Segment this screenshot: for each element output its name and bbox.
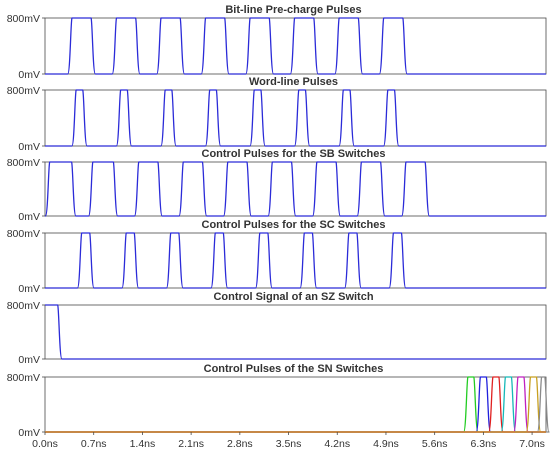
x-tick-label-7: 4.2ns	[324, 438, 350, 450]
x-tick-label-3: 1.4ns	[130, 438, 156, 450]
panel-title-3: Control Pulses for the SB Switches	[202, 148, 386, 160]
series-line-6-2	[45, 376, 546, 433]
panel-frame-5	[44, 304, 547, 360]
y-tick-label-2-1: 800mV	[7, 85, 40, 97]
y-tick-label-4-2: 0mV	[18, 283, 40, 295]
x-tick-label-6: 3.5ns	[276, 438, 302, 450]
series-line-6-3	[45, 376, 546, 433]
series-line-6-1	[45, 376, 546, 433]
y-tick-label-3-1: 800mV	[7, 157, 40, 169]
series-line-1-1	[45, 17, 546, 75]
series-line-2-1	[45, 89, 546, 147]
series-line-4-1	[45, 232, 546, 289]
panel-title-2: Word-line Pulses	[249, 76, 338, 88]
x-tick-label-2: 0.7ns	[81, 438, 107, 450]
panel-frame-2	[44, 89, 547, 147]
y-tick-label-5-1: 800mV	[7, 300, 40, 312]
panel-frame-6	[44, 376, 547, 433]
x-tick-label-9: 5.6ns	[422, 438, 448, 450]
y-tick-label-3-2: 0mV	[18, 211, 40, 223]
y-tick-label-1-1: 800mV	[7, 13, 40, 25]
y-tick-label-5-2: 0mV	[18, 354, 40, 366]
y-tick-label-2-2: 0mV	[18, 141, 40, 153]
panel-title-5: Control Signal of an SZ Switch	[213, 291, 373, 303]
panel-frame-1	[44, 17, 547, 75]
series-line-6-6	[45, 376, 546, 433]
series-line-6-4	[45, 376, 546, 433]
panel-frame-4	[44, 232, 547, 289]
x-tick-label-8: 4.9ns	[373, 438, 399, 450]
x-tick-label-4: 2.1ns	[178, 438, 204, 450]
y-tick-label-6-1: 800mV	[7, 372, 40, 384]
panel-title-4: Control Pulses for the SC Switches	[202, 219, 386, 231]
x-tick-label-11: 7.0ns	[519, 438, 545, 450]
y-tick-label-1-2: 0mV	[18, 69, 40, 81]
x-tick-label-5: 2.8ns	[227, 438, 253, 450]
y-tick-label-6-2: 0mV	[18, 427, 40, 439]
series-line-5-1	[45, 304, 546, 360]
x-tick-label-10: 6.3ns	[471, 438, 497, 450]
x-tick-label-1: 0.0ns	[32, 438, 58, 450]
panel-title-6: Control Pulses of the SN Switches	[204, 363, 384, 375]
series-line-6-5	[45, 376, 546, 433]
y-tick-label-4-1: 800mV	[7, 228, 40, 240]
series-line-6-7	[45, 376, 550, 433]
panel-title-1: Bit-line Pre-charge Pulses	[225, 4, 361, 16]
series-line-3-1	[44, 161, 546, 217]
panel-frame-3	[44, 161, 547, 217]
